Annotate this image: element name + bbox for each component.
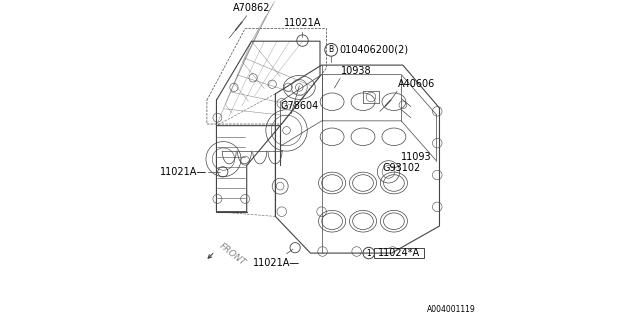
Text: 10938: 10938: [340, 66, 371, 76]
Text: FRONT: FRONT: [218, 242, 247, 268]
FancyBboxPatch shape: [374, 248, 424, 258]
Text: A40606: A40606: [398, 79, 435, 89]
Text: 11021A: 11021A: [284, 19, 321, 28]
Text: G78604: G78604: [280, 101, 319, 111]
Text: G93102: G93102: [382, 164, 420, 173]
Text: 1: 1: [366, 249, 371, 258]
Text: 11021A—: 11021A—: [160, 167, 207, 177]
Text: A70862: A70862: [233, 3, 270, 12]
Text: B: B: [328, 45, 333, 54]
Text: 11024*A: 11024*A: [378, 248, 420, 258]
Text: 11021A—: 11021A—: [252, 258, 300, 268]
Text: A004001119: A004001119: [428, 305, 476, 314]
Text: 010406200(2): 010406200(2): [340, 45, 409, 55]
Text: 11093: 11093: [401, 152, 432, 162]
